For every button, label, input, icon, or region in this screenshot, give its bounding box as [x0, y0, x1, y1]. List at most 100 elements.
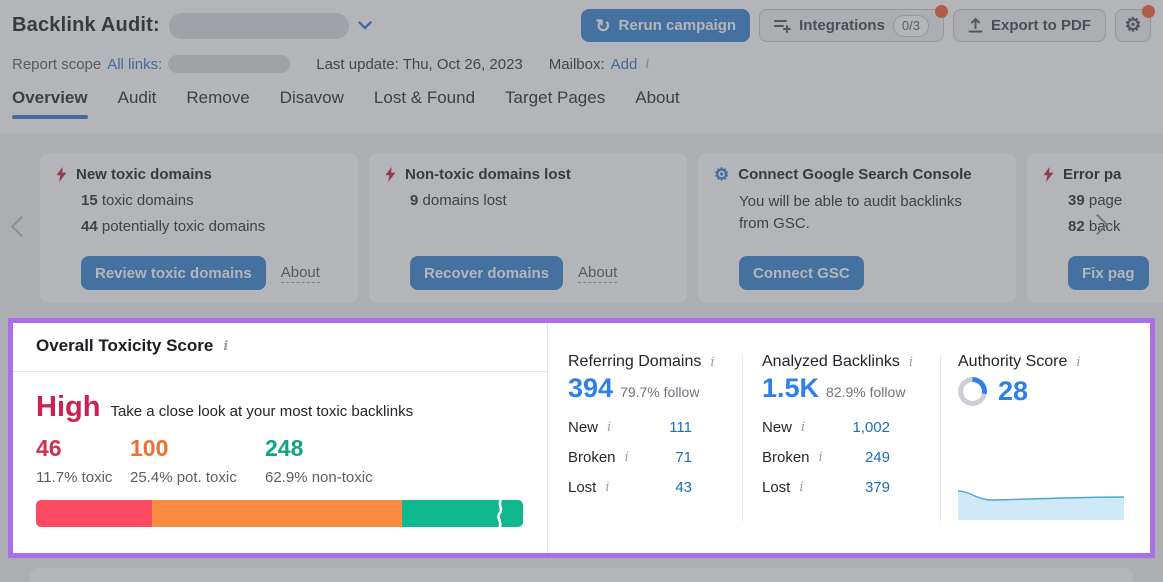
analyzed-backlinks-title: Analyzed Backlinks [762, 353, 900, 370]
metric-row-broken: Broken i 249 [762, 448, 890, 466]
info-icon[interactable]: i [799, 479, 804, 495]
analyzed-backlinks-section: Analyzed Backlinks i 1.5K 82.9% follow N… [762, 353, 940, 502]
referring-domains-section: Referring Domains i 394 79.7% follow New… [568, 353, 742, 502]
tab-remove[interactable]: Remove [186, 88, 250, 107]
metric-row-value[interactable]: 43 [675, 478, 692, 496]
metric-row-lost: Lost i 379 [762, 478, 890, 496]
metric-row-value[interactable]: 71 [675, 448, 692, 466]
info-icon[interactable]: i [801, 419, 806, 435]
non-toxic-count[interactable]: 248 [265, 435, 304, 461]
card-stat-line: 82 back [1068, 218, 1121, 235]
card-stat-line: 15 toxic domains [81, 192, 194, 209]
all-links-link[interactable]: All links: [107, 55, 163, 73]
alert-cards-carousel: New toxic domains 15 toxic domains 44 po… [40, 153, 1163, 303]
toxicity-subtitle: Take a close look at your most toxic bac… [110, 403, 414, 420]
tab-target-pages[interactable]: Target Pages [505, 88, 606, 107]
pot-toxic-count[interactable]: 100 [130, 435, 169, 461]
bolt-icon [56, 167, 67, 182]
chevron-left-icon [10, 215, 33, 238]
settings-button[interactable]: ⚙ [1115, 5, 1155, 42]
bar-break-squiggle [497, 500, 503, 527]
about-link[interactable]: About [280, 263, 320, 283]
chevron-right-icon [1086, 213, 1109, 236]
toxicity-info-icon[interactable]: i [223, 338, 229, 354]
authority-score-sparkline [958, 490, 1124, 520]
info-icon[interactable]: i [605, 479, 610, 495]
card-stat-line: 39 page [1068, 192, 1123, 209]
metric-row-value[interactable]: 379 [864, 478, 890, 496]
authority-score-gauge [958, 377, 987, 406]
toxic-count[interactable]: 46 [36, 435, 62, 461]
mailbox-label: Mailbox: [548, 55, 605, 73]
about-link[interactable]: About [578, 263, 618, 283]
metric-row-new: New i 1,002 [762, 418, 890, 436]
card-stat-line: 9 domains lost [410, 192, 507, 209]
non-toxic-label: 62.9% non-toxic [265, 469, 373, 486]
carousel-prev-button[interactable] [10, 215, 33, 239]
metric-row-value[interactable]: 249 [864, 448, 890, 466]
card-title: Connect Google Search Console [738, 166, 972, 183]
card-stat-line: 44 potentially toxic domains [81, 218, 266, 235]
card-error-pages: Error pa 39 page 82 back Fix pag [1027, 153, 1163, 303]
bar-segment-toxic [36, 500, 152, 527]
info-icon[interactable]: i [624, 449, 629, 465]
review-toxic-domains-button[interactable]: Review toxic domains [81, 256, 266, 290]
redacted-project-name [168, 12, 349, 39]
metric-row-broken: Broken i 71 [568, 448, 692, 466]
integrations-button[interactable]: Integrations 0/3 [759, 5, 948, 42]
export-icon [968, 17, 983, 32]
referring-domains-value[interactable]: 394 [568, 373, 614, 403]
next-section-card-edge [30, 568, 1133, 582]
toxicity-level: High [36, 391, 101, 423]
tab-disavow[interactable]: Disavow [279, 88, 344, 107]
card-description: You will be able to audit backlinks from… [739, 193, 962, 232]
metric-row-new: New i 111 [568, 418, 692, 436]
authority-score-info-icon[interactable]: i [1076, 354, 1081, 370]
export-to-pdf-button[interactable]: Export to PDF [953, 9, 1106, 42]
card-title: New toxic domains [76, 166, 212, 183]
integrations-icon [774, 20, 792, 33]
metric-row-value[interactable]: 1,002 [852, 418, 890, 436]
info-icon[interactable]: i [607, 419, 612, 435]
toxicity-stacked-bar [36, 500, 523, 527]
mailbox-add-link[interactable]: Add [610, 55, 638, 73]
rerun-campaign-button[interactable]: ↻ Rerun campaign [581, 9, 751, 42]
tab-about[interactable]: About [635, 88, 680, 107]
page-title: Backlink Audit: [12, 14, 160, 36]
refresh-icon: ↻ [595, 15, 611, 36]
tab-audit[interactable]: Audit [117, 88, 157, 107]
bolt-icon [385, 167, 396, 182]
overview-highlight-panel: Overall Toxicity Score i High Take a clo… [8, 318, 1155, 558]
mailbox-info-icon[interactable]: i [645, 56, 650, 72]
connect-gsc-button[interactable]: Connect GSC [739, 256, 864, 290]
analyzed-backlinks-follow: 82.9% follow [826, 384, 906, 400]
tab-overview[interactable]: Overview [12, 88, 88, 119]
referring-domains-info-icon[interactable]: i [710, 354, 715, 370]
bolt-icon [1043, 167, 1054, 182]
authority-score-value: 28 [998, 376, 1029, 406]
card-title: Error pa [1063, 166, 1122, 183]
referring-domains-title: Referring Domains [568, 353, 702, 370]
bar-segment-non-toxic [401, 500, 523, 527]
divider [940, 355, 941, 521]
info-icon[interactable]: i [818, 449, 823, 465]
metric-row-value[interactable]: 111 [669, 418, 692, 436]
authority-score-title: Authority Score [958, 353, 1068, 370]
bar-segment-pot-toxic [151, 500, 402, 527]
metric-row-lost: Lost i 43 [568, 478, 692, 496]
fix-pages-button[interactable]: Fix pag [1068, 256, 1149, 290]
pot-toxic-label: 25.4% pot. toxic [130, 469, 237, 486]
analyzed-backlinks-value[interactable]: 1.5K [762, 373, 820, 403]
report-scope-label: Report scope [12, 55, 102, 73]
divider [547, 323, 548, 553]
toxicity-breakdown: 46 11.7% toxic 100 25.4% pot. toxic 248 … [36, 435, 373, 486]
recover-domains-button[interactable]: Recover domains [410, 256, 564, 290]
chevron-down-icon[interactable] [358, 21, 372, 30]
tab-lost-and-found[interactable]: Lost & Found [373, 88, 476, 107]
toxic-label: 11.7% toxic [36, 469, 113, 486]
analyzed-backlinks-info-icon[interactable]: i [908, 354, 914, 370]
carousel-next-button[interactable] [1086, 213, 1109, 237]
divider [742, 355, 743, 521]
integrations-count-badge: 0/3 [892, 14, 929, 37]
